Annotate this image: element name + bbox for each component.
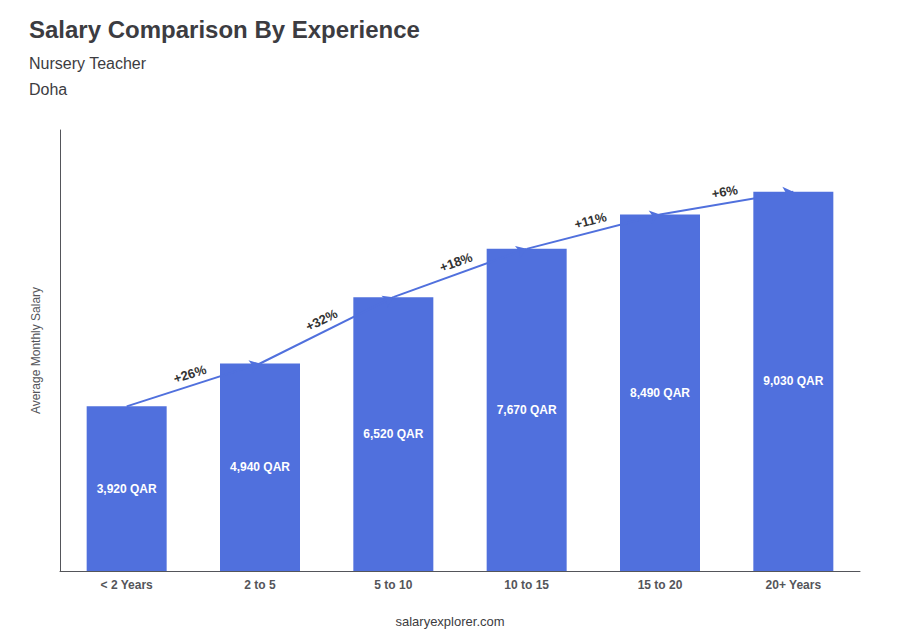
svg-text:10 to 15: 10 to 15	[504, 578, 549, 592]
svg-text:7,670 QAR: 7,670 QAR	[497, 403, 557, 417]
svg-text:+18%: +18%	[438, 249, 475, 275]
svg-text:< 2 Years: < 2 Years	[101, 578, 153, 592]
svg-text:20+ Years: 20+ Years	[766, 578, 822, 592]
svg-text:+6%: +6%	[710, 182, 739, 201]
svg-text:+11%: +11%	[573, 209, 609, 232]
svg-text:+26%: +26%	[172, 362, 209, 387]
svg-text:+32%: +32%	[303, 306, 340, 335]
svg-text:Salary Comparison By Experienc: Salary Comparison By Experience	[29, 16, 420, 43]
svg-text:Doha: Doha	[29, 81, 67, 98]
svg-text:9,030 QAR: 9,030 QAR	[763, 374, 823, 388]
svg-text:8,490 QAR: 8,490 QAR	[630, 386, 690, 400]
svg-text:4,940 QAR: 4,940 QAR	[230, 460, 290, 474]
svg-text:2 to 5: 2 to 5	[244, 578, 276, 592]
svg-text:salaryexplorer.com: salaryexplorer.com	[395, 614, 504, 629]
svg-text:Nursery Teacher: Nursery Teacher	[29, 55, 147, 72]
svg-text:3,920 QAR: 3,920 QAR	[97, 482, 157, 496]
svg-text:5 to 10: 5 to 10	[374, 578, 412, 592]
svg-text:Average Monthly Salary: Average Monthly Salary	[29, 287, 43, 414]
svg-text:6,520 QAR: 6,520 QAR	[363, 427, 423, 441]
svg-text:15 to 20: 15 to 20	[638, 578, 683, 592]
